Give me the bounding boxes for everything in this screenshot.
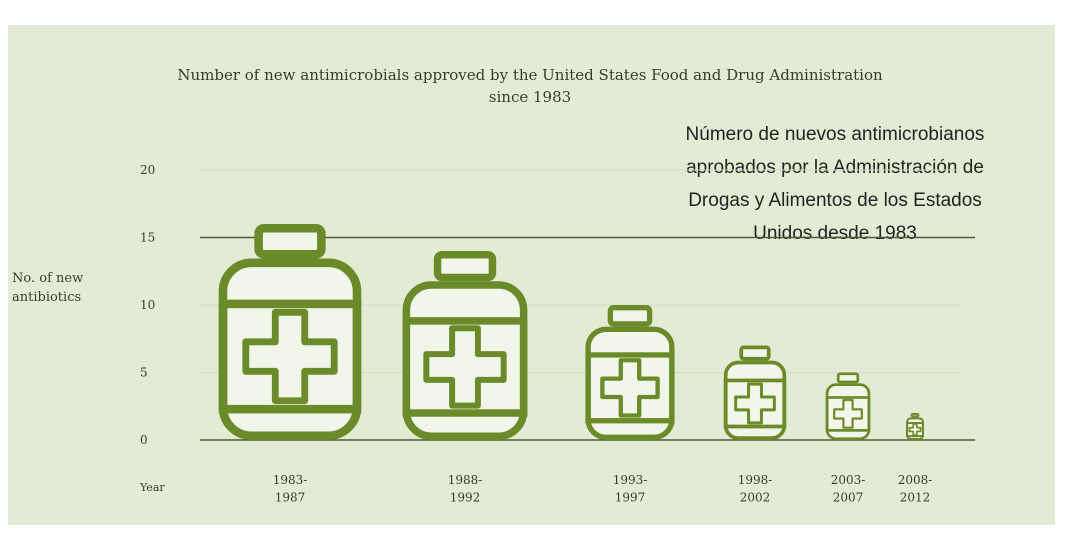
y-tick-label: 15 (140, 230, 155, 244)
x-axis-label: Year (139, 481, 165, 494)
bottle (907, 414, 923, 439)
bottle-cap (838, 374, 858, 382)
y-tick-label: 5 (140, 365, 148, 379)
bottle-cap (912, 414, 919, 416)
y-tick-label: 20 (140, 163, 155, 177)
bottle-cap (741, 347, 768, 358)
bottle-cap (259, 228, 322, 254)
bottle-cap (610, 308, 649, 324)
bottle-cap (438, 255, 493, 278)
y-tick-label: 10 (140, 298, 155, 312)
chart: Number of new antimicrobials approved by… (0, 0, 1067, 543)
y-tick-label: 0 (140, 433, 148, 447)
